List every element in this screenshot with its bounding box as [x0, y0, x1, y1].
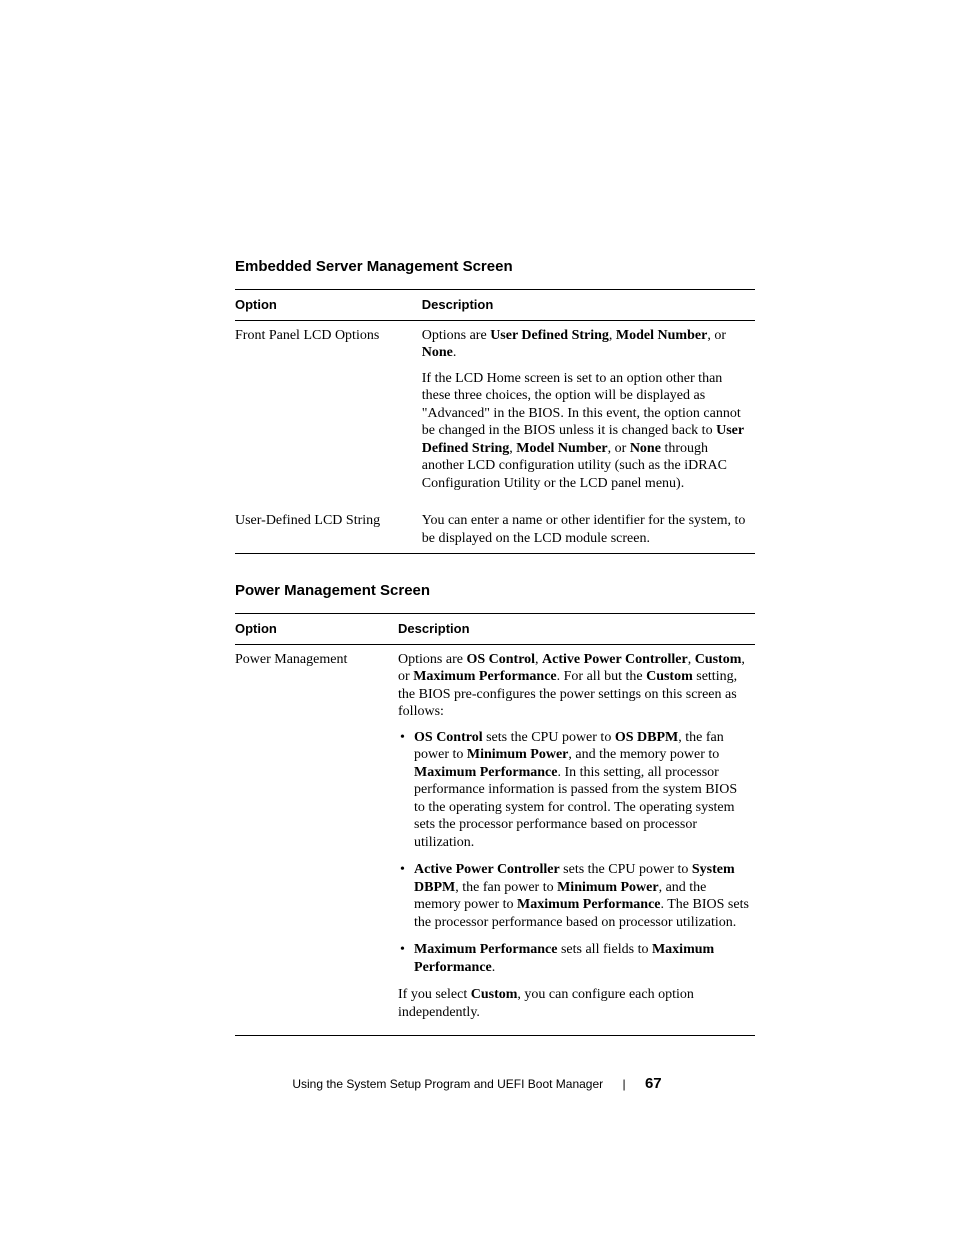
- description-paragraph: Options are OS Control, Active Power Con…: [398, 651, 749, 721]
- text-bold: Custom: [471, 987, 518, 1002]
- description-paragraph: Options are User Defined String, Model N…: [422, 327, 749, 362]
- text-bold: Maximum Performance: [414, 765, 557, 780]
- option-cell: Front Panel LCD Options: [235, 320, 422, 506]
- text-run: ,: [688, 652, 695, 667]
- text-run: sets the CPU power to: [560, 862, 692, 877]
- text-run: .: [492, 960, 496, 975]
- description-paragraph: If the LCD Home screen is set to an opti…: [422, 370, 749, 493]
- column-header-description: Description: [422, 290, 755, 321]
- table-header-row: Option Description: [235, 614, 755, 645]
- section-spacer: [235, 554, 755, 582]
- text-run: If you select: [398, 987, 471, 1002]
- text-bold: None: [422, 345, 453, 360]
- bullet-list: OS Control sets the CPU power to OS DBPM…: [398, 729, 749, 977]
- text-run: ,: [535, 652, 542, 667]
- text-run: Options are: [398, 652, 466, 667]
- list-item: OS Control sets the CPU power to OS DBPM…: [398, 729, 749, 852]
- text-bold: Maximum Performance: [414, 942, 557, 957]
- embedded-server-table: Option Description Front Panel LCD Optio…: [235, 289, 755, 554]
- text-run: .: [453, 345, 457, 360]
- section-heading-embedded: Embedded Server Management Screen: [235, 258, 755, 275]
- text-bold: OS DBPM: [615, 730, 678, 745]
- footer-divider: |: [623, 1077, 626, 1091]
- column-header-option: Option: [235, 614, 398, 645]
- text-bold: Active Power Controller: [542, 652, 688, 667]
- text-run: , and the memory power to: [568, 747, 719, 762]
- text-bold: None: [630, 441, 661, 456]
- text-bold: Custom: [646, 669, 693, 684]
- text-bold: Maximum Performance: [413, 669, 556, 684]
- text-bold: Model Number: [516, 441, 607, 456]
- description-cell: Options are OS Control, Active Power Con…: [398, 644, 755, 1036]
- text-run: If the LCD Home screen is set to an opti…: [422, 371, 741, 439]
- text-run: . For all but the: [557, 669, 646, 684]
- text-bold: User Defined String: [490, 328, 609, 343]
- description-cell: Options are User Defined String, Model N…: [422, 320, 755, 506]
- table-row: Power Management Options are OS Control,…: [235, 644, 755, 1036]
- option-cell: User-Defined LCD String: [235, 506, 422, 554]
- text-bold: Maximum Performance: [517, 897, 660, 912]
- list-item: Maximum Performance sets all fields to M…: [398, 941, 749, 976]
- page-footer: Using the System Setup Program and UEFI …: [0, 1075, 954, 1092]
- page-number: 67: [645, 1075, 662, 1092]
- table-header-row: Option Description: [235, 290, 755, 321]
- section-heading-power: Power Management Screen: [235, 582, 755, 599]
- text-run: ,: [609, 328, 616, 343]
- footer-text: Using the System Setup Program and UEFI …: [292, 1077, 603, 1091]
- text-bold: OS Control: [466, 652, 535, 667]
- text-bold: Model Number: [616, 328, 707, 343]
- text-run: sets the CPU power to: [483, 730, 615, 745]
- column-header-option: Option: [235, 290, 422, 321]
- option-cell: Power Management: [235, 644, 398, 1036]
- text-run: , or: [707, 328, 726, 343]
- table-row: User-Defined LCD String You can enter a …: [235, 506, 755, 554]
- text-bold: OS Control: [414, 730, 483, 745]
- table-row: Front Panel LCD Options Options are User…: [235, 320, 755, 506]
- description-paragraph: If you select Custom, you can configure …: [398, 986, 749, 1021]
- text-run: , the fan power to: [455, 880, 557, 895]
- text-bold: Minimum Power: [467, 747, 568, 762]
- text-run: , or: [608, 441, 630, 456]
- power-management-table: Option Description Power Management Opti…: [235, 613, 755, 1036]
- page-content: Embedded Server Management Screen Option…: [235, 258, 755, 1036]
- text-bold: Custom: [695, 652, 742, 667]
- description-cell: You can enter a name or other identifier…: [422, 506, 755, 554]
- text-run: sets all fields to: [557, 942, 652, 957]
- text-bold: Active Power Controller: [414, 862, 560, 877]
- text-run: Options are: [422, 328, 490, 343]
- text-bold: Minimum Power: [557, 880, 658, 895]
- document-page: Embedded Server Management Screen Option…: [0, 0, 954, 1235]
- column-header-description: Description: [398, 614, 755, 645]
- list-item: Active Power Controller sets the CPU pow…: [398, 861, 749, 931]
